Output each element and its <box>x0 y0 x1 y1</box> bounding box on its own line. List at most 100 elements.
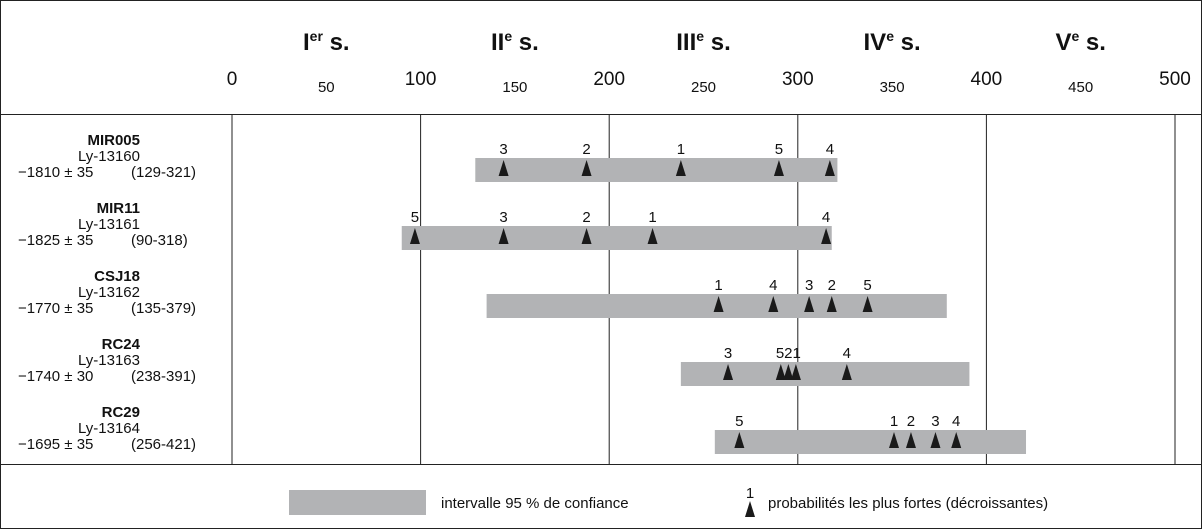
peak-marker-3 <box>498 160 509 176</box>
confidence-interval-bar <box>475 158 838 182</box>
peak-marker-5 <box>775 364 786 380</box>
major-tick-label: 100 <box>405 69 437 90</box>
peak-rank-label: 2 <box>828 277 836 294</box>
peak-rank-label: 4 <box>769 277 777 294</box>
sample-cal-range: (90-318) <box>131 232 188 249</box>
peak-rank-label: 3 <box>724 345 732 362</box>
major-tick-label: 500 <box>1159 69 1191 90</box>
peak-rank-label: 2 <box>907 413 915 430</box>
sample-name: MIR005 <box>87 132 140 149</box>
peak-rank-label: 5 <box>735 413 743 430</box>
peak-rank-label: 1 <box>648 209 656 226</box>
peak-marker-5 <box>409 228 420 244</box>
peak-marker-2 <box>905 432 916 448</box>
sample-name: CSJ18 <box>94 268 140 285</box>
peak-rank-label: 3 <box>499 141 507 158</box>
century-label: Ve s. <box>1055 28 1106 56</box>
peak-marker-5 <box>773 160 784 176</box>
axis-layer: 0 100 200 300 400 500 50 150 250 350 450 <box>227 69 1191 96</box>
sample-bp-age: −1740 ± 30 <box>18 368 93 385</box>
sample-bp-age: −1825 ± 35 <box>18 232 93 249</box>
peak-marker-1 <box>675 160 686 176</box>
peak-rank-label: 5 <box>775 141 783 158</box>
confidence-interval-bar <box>680 362 970 386</box>
major-tick-label: 200 <box>593 69 625 90</box>
peak-rank-label: 1 <box>890 413 898 430</box>
peak-marker-4 <box>821 228 832 244</box>
peak-rank-label: 4 <box>822 209 830 226</box>
sample-cal-range: (129-321) <box>131 164 196 181</box>
century-label: Ier s. <box>303 28 350 56</box>
peak-marker-2 <box>581 160 592 176</box>
legend-bar-swatch <box>289 490 426 515</box>
minor-tick-label: 150 <box>502 79 527 96</box>
sample-lab-code: Ly-13160 <box>78 148 140 165</box>
legend-bar-label: intervalle 95 % de confiance <box>441 495 629 512</box>
legend: intervalle 95 % de confiance 1 probabili… <box>289 485 1048 517</box>
minor-tick-label: 250 <box>691 79 716 96</box>
peak-rank-label: 4 <box>826 141 834 158</box>
peak-rank-label: 2 <box>582 141 590 158</box>
peak-rank-label: 5 <box>411 209 419 226</box>
peak-marker-1 <box>888 432 899 448</box>
peak-rank-label: 3 <box>805 277 813 294</box>
major-tick-label: 400 <box>971 69 1003 90</box>
peak-rank-label: 4 <box>952 413 960 430</box>
peak-cluster-label: 521 <box>776 345 801 362</box>
century-layer: Ier s. IIe s. IIIe s. IVe s. Ve s. <box>303 28 1106 56</box>
peak-marker-5 <box>862 296 873 312</box>
sample-name: RC29 <box>102 404 140 421</box>
sample-lab-code: Ly-13162 <box>78 284 140 301</box>
peak-marker-1 <box>790 364 801 380</box>
peak-marker-2 <box>826 296 837 312</box>
peak-marker-1 <box>713 296 724 312</box>
peak-marker-1 <box>647 228 658 244</box>
century-label: IVe s. <box>864 28 921 56</box>
minor-tick-label: 350 <box>880 79 905 96</box>
peak-rank-label: 2 <box>582 209 590 226</box>
peak-marker-4 <box>841 364 852 380</box>
peak-rank-label: 4 <box>843 345 851 362</box>
peak-rank-label: 5 <box>863 277 871 294</box>
confidence-interval-bar <box>401 226 832 250</box>
sample-bp-age: −1810 ± 35 <box>18 164 93 181</box>
century-label: IIIe s. <box>676 28 731 56</box>
peak-rank-label: 1 <box>714 277 722 294</box>
minor-tick-label: 450 <box>1068 79 1093 96</box>
sample-lab-code: Ly-13161 <box>78 216 140 233</box>
peak-marker-4 <box>824 160 835 176</box>
major-tick-label: 300 <box>782 69 814 90</box>
sample-lab-code: Ly-13163 <box>78 352 140 369</box>
legend-peak-label: probabilités les plus fortes (décroissan… <box>768 495 1048 512</box>
sample-bp-age: −1770 ± 35 <box>18 300 93 317</box>
peak-rank-label: 1 <box>677 141 685 158</box>
peak-marker-4 <box>768 296 779 312</box>
sample-name: RC24 <box>102 336 141 353</box>
confidence-interval-bar <box>714 430 1027 454</box>
peak-marker-5 <box>734 432 745 448</box>
peak-marker-4 <box>951 432 962 448</box>
legend-peak-marker-icon <box>745 501 755 517</box>
peak-marker-3 <box>498 228 509 244</box>
sample-cal-range: (135-379) <box>131 300 196 317</box>
sample-lab-code: Ly-13164 <box>78 420 140 437</box>
sample-name: MIR11 <box>97 200 140 217</box>
peak-marker-3 <box>930 432 941 448</box>
legend-peak-rank: 1 <box>746 485 754 502</box>
peak-rank-label: 3 <box>931 413 939 430</box>
peak-marker-2 <box>581 228 592 244</box>
sample-cal-range: (238-391) <box>131 368 196 385</box>
peak-marker-3 <box>804 296 815 312</box>
peak-rank-label: 3 <box>499 209 507 226</box>
minor-tick-label: 50 <box>318 79 335 96</box>
major-tick-label: 0 <box>227 69 238 90</box>
sample-bp-age: −1695 ± 35 <box>18 436 93 453</box>
sample-cal-range: (256-421) <box>131 436 196 453</box>
peak-marker-2 <box>783 364 794 380</box>
